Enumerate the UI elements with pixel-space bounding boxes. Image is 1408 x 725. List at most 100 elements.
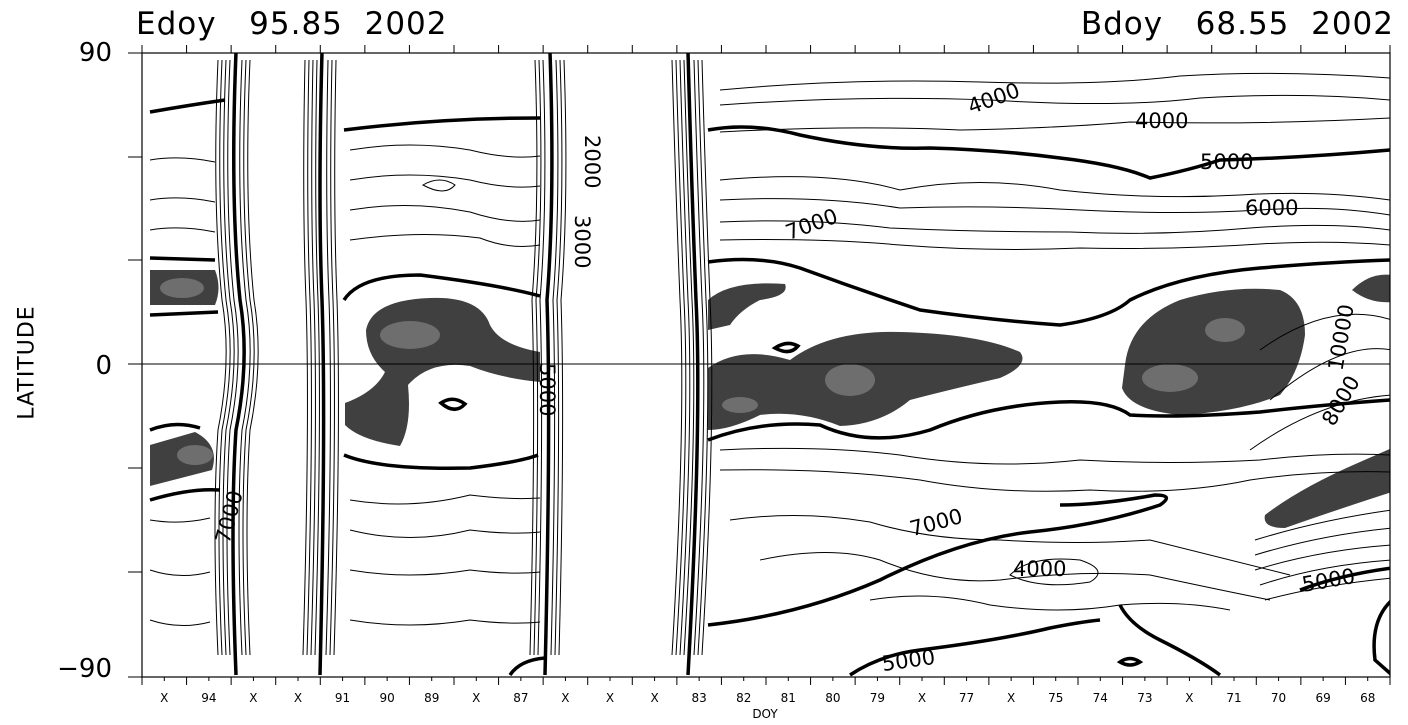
contour-label: 2000: [580, 135, 604, 188]
bundle-line: [554, 59, 563, 656]
x-tick-label: X: [1007, 691, 1015, 705]
x-axis-title: DOY: [752, 707, 778, 721]
bundle-line: [683, 59, 695, 656]
thick-contour: [149, 422, 201, 432]
x-tick-label: 89: [424, 691, 439, 705]
contour-line: [149, 227, 216, 233]
contour-line: [719, 117, 1390, 133]
contour-line: [719, 469, 1390, 492]
x-tick-label: 80: [825, 691, 840, 705]
contour-label: 5000: [1300, 564, 1357, 597]
contour-line: [149, 619, 211, 626]
bottom-axis-ticks: [141, 677, 1391, 685]
contour-label: 8000: [1317, 372, 1365, 430]
x-tick-label: 69: [1316, 691, 1331, 705]
shade-core: [1142, 364, 1198, 392]
shade-region: [1264, 448, 1390, 528]
shaded-regions-light: [160, 278, 1245, 465]
x-tick-label: X: [918, 691, 926, 705]
contour-line: [719, 447, 1390, 465]
bundle-line: [529, 59, 538, 656]
x-tick-labels: X 94 X X 91 90 89 X 87 X X X 83 82 81 80 79 X 77 X 75 74 73 X 71…: [160, 691, 1375, 705]
x-tick-label: X: [606, 691, 614, 705]
contour-line: [349, 174, 541, 188]
x-tick-label: 77: [959, 691, 974, 705]
x-tick-label: 81: [781, 691, 796, 705]
shaded-regions: [150, 270, 1390, 528]
contour-label: 7000: [782, 204, 840, 245]
x-tick-label: 90: [380, 691, 395, 705]
contour-line: [869, 595, 1231, 611]
contour-line: [1249, 394, 1390, 451]
x-tick-label: X: [249, 691, 257, 705]
contour-line: [149, 569, 211, 576]
shade-region: [1122, 288, 1305, 415]
contour-line: [349, 529, 541, 538]
bundle-line: [537, 59, 546, 656]
thick-contour: [342, 273, 541, 302]
thin-contours: [149, 72, 1390, 626]
x-tick-label: 73: [1137, 691, 1152, 705]
contour-line: [759, 552, 1271, 601]
bundle-line: [533, 59, 542, 656]
bundle-line: [558, 59, 567, 656]
contour-line: [349, 204, 541, 222]
thick-contour: [149, 310, 219, 317]
thick-contours: [149, 53, 1390, 677]
bundle-line: [314, 59, 320, 656]
thick-contour: [686, 53, 700, 676]
thick-contour: [318, 53, 326, 676]
x-tick-label: 82: [736, 691, 751, 705]
bundle-line: [333, 59, 339, 656]
thick-contour: [1299, 566, 1390, 592]
shade-core: [177, 445, 213, 465]
thick-contour: [707, 125, 1390, 180]
x-tick-label: X: [561, 691, 569, 705]
bundle-line: [246, 59, 259, 656]
contour-label: 10000: [1324, 302, 1359, 372]
contour-line: [729, 514, 1291, 576]
bundle-line: [671, 59, 683, 656]
shade-region: [1352, 274, 1390, 303]
bundle-line: [222, 59, 235, 656]
contour-line: [1254, 544, 1390, 571]
bundle-line: [697, 59, 709, 656]
shade-region: [345, 297, 540, 446]
x-tick-label: X: [160, 691, 168, 705]
top-axis-ticks: [141, 45, 1391, 53]
thick-contour: [707, 398, 1390, 442]
thick-contour: [231, 53, 246, 676]
thick-contour: [707, 257, 1390, 327]
bundle-line: [214, 59, 227, 656]
shade-core: [380, 321, 440, 349]
x-tick-label: X: [294, 691, 302, 705]
x-tick-label: X: [472, 691, 480, 705]
bundle-line: [701, 59, 713, 656]
contour-label: 7000: [211, 488, 248, 546]
x-tick-label: X: [650, 691, 658, 705]
contour-line: [1254, 509, 1390, 541]
contour-label: 6000: [1245, 196, 1298, 220]
shade-region: [708, 283, 786, 330]
x-tick-label: 83: [692, 691, 707, 705]
thick-contour: [343, 116, 541, 132]
thick-contour: [1116, 656, 1144, 667]
title-left: Edoy 95.85 2002: [136, 6, 448, 42]
contour-label: 5000: [1200, 150, 1253, 174]
thick-contour: [149, 256, 216, 262]
contour-line: [349, 569, 541, 576]
contour-line: [349, 619, 541, 626]
x-tick-label: 94: [201, 691, 216, 705]
shade-core: [722, 397, 758, 413]
thick-contour: [508, 656, 546, 677]
bundle-line: [306, 59, 312, 656]
thick-contour: [707, 493, 1169, 627]
thick-contour: [543, 53, 554, 676]
contour-line: [349, 494, 541, 505]
left-axis-ticks: [128, 52, 142, 678]
bundle-line: [302, 59, 308, 656]
contour-line: [1259, 313, 1390, 351]
thick-contour: [849, 618, 1101, 677]
bundle-line: [238, 59, 251, 656]
